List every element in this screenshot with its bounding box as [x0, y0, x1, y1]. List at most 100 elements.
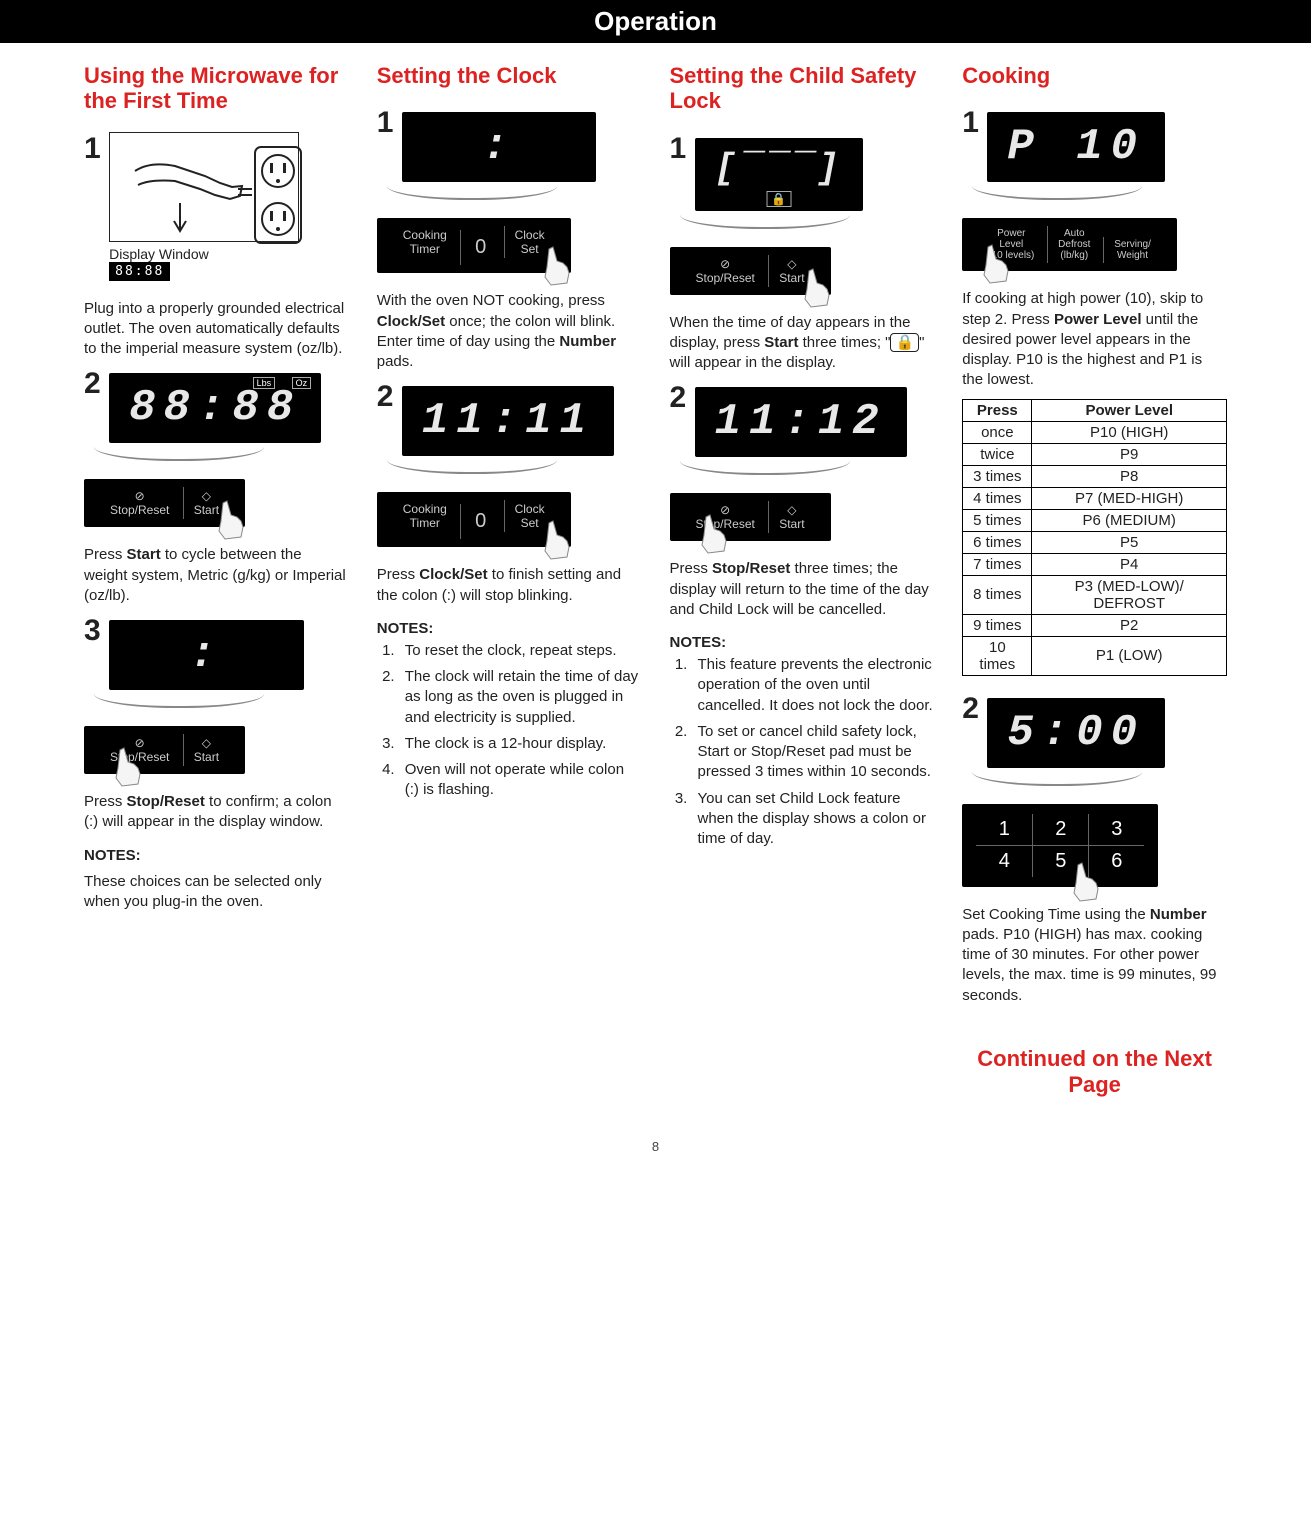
notes-heading: NOTES:: [377, 620, 642, 637]
page-header: Operation: [0, 0, 1311, 43]
table-row: 8 timesP3 (MED-LOW)/ DEFROST: [963, 575, 1227, 614]
col1-step2: 2 Lbs Oz 88:88 ⊘Stop/Reset ◇Start: [84, 367, 349, 527]
table-row: 10 timesP1 (LOW): [963, 636, 1227, 675]
note-item: This feature prevents the electronic ope…: [692, 655, 935, 716]
step-number: 1: [377, 106, 394, 140]
control-panel: ⊘Stop/Reset ◇Start: [84, 726, 245, 774]
control-panel: ⊘Stop/Reset ◇Start: [84, 479, 245, 527]
step-number: 2: [962, 692, 979, 726]
note-item: You can set Child Lock feature when the …: [692, 789, 935, 850]
col3-step1: 1 [‾‾‾] 🔒 ⊘Stop/Reset ◇Start: [670, 132, 935, 295]
small-display: 88:88: [109, 262, 170, 281]
col1-step2-text: Press Start to cycle between the weight …: [84, 545, 349, 606]
outlet-illustration: [109, 132, 299, 242]
col3-title: Setting the Child Safety Lock: [670, 63, 935, 114]
control-panel: Power Level (10 levels) Auto Defrost (lb…: [962, 218, 1177, 271]
pointing-finger-icon: [104, 744, 150, 790]
note-item: Oven will not operate while colon (:) is…: [399, 760, 642, 801]
pointing-finger-icon: [972, 241, 1018, 287]
display-readout: [‾‾‾]: [715, 148, 843, 189]
stop-reset-button[interactable]: ⊘Stop/Reset: [686, 255, 765, 287]
column-child-lock: Setting the Child Safety Lock 1 [‾‾‾] 🔒 …: [656, 63, 949, 1099]
col1-step1-text: Plug into a properly grounded electrical…: [84, 299, 349, 360]
control-panel: ⊘Stop/Reset ◇Start: [670, 247, 831, 295]
col2-step2: 2 11:11 Cooking Timer 0 Clock Set: [377, 380, 642, 547]
display-readout: 88:88: [129, 383, 301, 433]
table-row: 4 timesP7 (MED-HIGH): [963, 487, 1227, 509]
table-header: Power Level: [1032, 399, 1227, 421]
pointing-finger-icon: [207, 497, 253, 543]
step-number: 3: [84, 614, 101, 648]
pointing-finger-icon: [533, 243, 579, 289]
col4-step2: 2 5:00 1 2 3 4 5 6: [962, 692, 1227, 887]
pointing-finger-icon: [1062, 859, 1108, 905]
table-row: onceP10 (HIGH): [963, 421, 1227, 443]
plug-and-outlet-icon: [120, 141, 310, 251]
step-number: 2: [670, 381, 687, 415]
lock-icon: 🔒: [766, 191, 791, 207]
col1-step1: 1 Display Windo: [84, 132, 349, 281]
unit-lbs-icon: Lbs: [253, 377, 276, 389]
step-number: 1: [962, 106, 979, 140]
cooking-timer-button[interactable]: Cooking Timer: [393, 500, 457, 532]
step-number: 2: [377, 380, 394, 414]
col2-step1-text: With the oven NOT cooking, press Clock/S…: [377, 291, 642, 372]
display-readout: P 10: [1007, 122, 1145, 172]
stop-reset-button[interactable]: ⊘Stop/Reset: [100, 487, 179, 519]
display-readout: :: [422, 122, 576, 172]
note-item: To set or cancel child safety lock, Star…: [692, 722, 935, 783]
numpad-2-button[interactable]: 2: [1032, 814, 1088, 845]
note-item: The clock is a 12-hour display.: [399, 734, 642, 754]
unit-oz-icon: Oz: [292, 377, 312, 389]
col4-step1-text: If cooking at high power (10), skip to s…: [962, 289, 1227, 390]
serving-weight-button[interactable]: Serving/ Weight: [1103, 237, 1161, 263]
page-number: 8: [0, 1139, 1311, 1164]
control-panel: Cooking Timer 0 Clock Set: [377, 218, 571, 273]
lock-icon: 🔒: [890, 333, 919, 352]
table-row: 3 timesP8: [963, 465, 1227, 487]
numpad-1-button[interactable]: 1: [976, 814, 1032, 845]
table-row: 6 timesP5: [963, 531, 1227, 553]
numpad-4-button[interactable]: 4: [976, 845, 1032, 877]
display-readout: 11:11: [422, 396, 594, 446]
note-item: To reset the clock, repeat steps.: [399, 641, 642, 661]
col3-step2: 2 11:12 ⊘Stop/Reset ◇Start: [670, 381, 935, 541]
col1-title: Using the Microwave for the First Time: [84, 63, 349, 114]
control-panel: ⊘Stop/Reset ◇Start: [670, 493, 831, 541]
zero-button[interactable]: 0: [460, 230, 500, 265]
display-readout: 5:00: [1007, 708, 1145, 758]
col2-notes-list: To reset the clock, repeat steps. The cl…: [377, 641, 642, 801]
col4-step1: 1 P 10 Power Level (10 levels) Auto Defr…: [962, 106, 1227, 271]
auto-defrost-button[interactable]: Auto Defrost (lb/kg): [1047, 226, 1100, 263]
col4-title: Cooking: [962, 63, 1227, 88]
col2-step1: 1 : Cooking Timer 0 Clock Set: [377, 106, 642, 273]
pointing-finger-icon: [533, 517, 579, 563]
table-header: Press: [963, 399, 1032, 421]
step-number: 1: [84, 132, 101, 166]
notes-heading: NOTES:: [670, 634, 935, 651]
display-readout: :: [129, 630, 283, 680]
col3-step2-text: Press Stop/Reset three times; the displa…: [670, 559, 935, 620]
pointing-finger-icon: [690, 511, 736, 557]
col4-step2-text: Set Cooking Time using the Number pads. …: [962, 905, 1227, 1006]
note-item: The clock will retain the time of day as…: [399, 667, 642, 728]
col3-step1-text: When the time of day appears in the disp…: [670, 313, 935, 374]
start-button[interactable]: ◇Start: [768, 501, 814, 533]
step-number: 2: [84, 367, 101, 401]
col1-step3-text: Press Stop/Reset to confirm; a colon (:)…: [84, 792, 349, 833]
table-row: twiceP9: [963, 443, 1227, 465]
column-cooking: Cooking 1 P 10 Power Level (10 levels) A…: [948, 63, 1241, 1099]
col1-step3: 3 : ⊘Stop/Reset ◇Start: [84, 614, 349, 774]
table-row: 9 timesP2: [963, 614, 1227, 636]
numpad-3-button[interactable]: 3: [1088, 814, 1144, 845]
zero-button[interactable]: 0: [460, 504, 500, 539]
continued-text: Continued on the Next Page: [962, 1046, 1227, 1099]
col3-notes-list: This feature prevents the electronic ope…: [670, 655, 935, 849]
table-row: 7 timesP4: [963, 553, 1227, 575]
col2-title: Setting the Clock: [377, 63, 642, 88]
cooking-timer-button[interactable]: Cooking Timer: [393, 226, 457, 258]
col1-notes-text: These choices can be selected only when …: [84, 872, 349, 913]
power-level-table: PressPower Level onceP10 (HIGH) twiceP9 …: [962, 399, 1227, 676]
control-panel: Cooking Timer 0 Clock Set: [377, 492, 571, 547]
start-button[interactable]: ◇Start: [183, 734, 229, 766]
